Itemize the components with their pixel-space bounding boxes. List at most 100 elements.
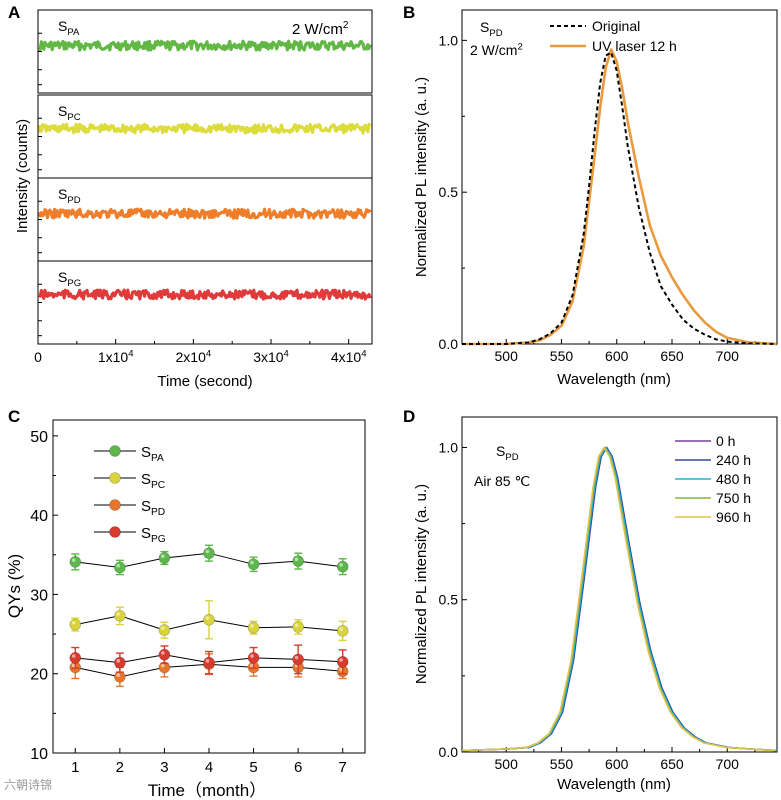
ytick-label: 1.0 — [439, 32, 459, 48]
panel-letter-a: A — [8, 3, 20, 22]
panel-a-label-2-base: S — [58, 103, 67, 119]
panel-a-annotation: 2 W/cm2 — [292, 20, 349, 38]
panel-c-point-highlight — [250, 624, 254, 628]
panel-c-point-highlight — [71, 558, 76, 562]
panel-c-ytick-label: 30 — [30, 587, 48, 604]
panel-c-point — [292, 653, 304, 666]
panel-d-annotation-2: Air 85 ℃ — [474, 473, 530, 489]
panel-c-point-highlight — [161, 554, 165, 558]
panel-c-point — [336, 656, 349, 668]
panel-a-label-4-script: PG — [67, 278, 81, 289]
xtick-label: 600 — [605, 348, 629, 364]
panel-c-point — [247, 652, 260, 664]
panel-b-annotation-2-script: 2 — [517, 42, 522, 53]
panel-letter-d: D — [403, 407, 415, 426]
panel-c-point — [336, 625, 349, 637]
panel-a-x-ticks: 0 1x104 2x104 3x104 4x104 — [34, 339, 367, 365]
panel-a-label-2: SPC — [58, 103, 81, 123]
panel-a-xtick-label-base: 1x10 — [98, 349, 129, 365]
panel-b-annotation-2: 2 W/cm2 — [470, 42, 523, 58]
panel-d: 500 550 600 650 700 0.0 0.5 1.0 0 h 240 h 480 h 75… — [413, 416, 778, 793]
panel-c-point — [114, 561, 126, 574]
panel-c-point-highlight — [161, 651, 165, 655]
panel-a-label-1-script: PA — [67, 27, 80, 38]
panel-c-point — [247, 621, 260, 634]
panel-c-point-highlight — [205, 659, 210, 663]
panel-c-point — [114, 610, 126, 622]
panel-b-line-2 — [462, 48, 778, 346]
panel-a-xtick-label: 3x104 — [253, 349, 289, 365]
panel-c-point-highlight — [339, 563, 343, 567]
panel-a-label-2-script: PC — [67, 112, 80, 123]
xtick-label: 700 — [716, 348, 740, 364]
panel-a-trace-2 — [37, 122, 372, 135]
panel-d-frame — [461, 416, 778, 753]
panel-c-legend-label-base: S — [141, 525, 151, 542]
panel-c-point-highlight — [294, 557, 299, 562]
panel-b-legend-label: UV laser 12 h — [592, 38, 677, 54]
panel-c-x-axis-label: Time（month） — [148, 781, 266, 800]
panel-d-lines — [461, 446, 778, 752]
panel-c-legend-label: SPC — [141, 471, 165, 491]
panel-c-legend-label: SPA — [141, 444, 164, 464]
panel-d-legend-label: 750 h — [716, 490, 751, 506]
panel-c-series-2 — [69, 600, 349, 642]
panel-d-legend: 0 h 240 h 480 h 750 h 960 h — [675, 433, 751, 525]
xtick-label: 600 — [605, 756, 629, 772]
panel-c-point — [203, 656, 215, 669]
panel-c-point-highlight — [71, 663, 76, 668]
panel-c-point-highlight — [339, 658, 343, 662]
panel-a-label-3-script: PD — [67, 195, 80, 206]
panel-c-point — [114, 656, 126, 669]
panel-d-legend-label: 960 h — [716, 509, 751, 525]
panel-a-x-axis-label: Time (second) — [157, 373, 252, 390]
panel-c-series — [69, 544, 349, 688]
panel-c-ytick-label: 50 — [30, 429, 48, 446]
panel-b-legend: Original UV laser 12 h — [550, 18, 677, 54]
panel-a-xtick-label-base: 0 — [34, 349, 42, 365]
panel-c-xtick-label: 6 — [294, 759, 302, 776]
panel-c-axes: 1 2 3 4 5 6 7 10 20 30 40 50 — [30, 429, 347, 776]
panel-c-point-highlight — [116, 612, 121, 616]
panel-c-point — [69, 652, 82, 664]
panel-b-lines — [462, 48, 778, 346]
panel-c-point-highlight — [71, 654, 76, 658]
panel-c-y-axis-label: QYs (%) — [5, 554, 24, 618]
panel-c-legend-label-script: PC — [151, 480, 165, 491]
panel-a-traces — [37, 39, 372, 301]
panel-c-point — [158, 624, 171, 636]
panel-b-y-axis-label: Normalized PL intensity (a. u.) — [413, 77, 430, 277]
panel-c-ytick-label: 40 — [30, 508, 48, 525]
panel-d-x-axis-label: Wavelength (nm) — [557, 776, 671, 793]
xtick-label: 550 — [550, 348, 574, 364]
ytick-label: 0.5 — [439, 184, 459, 200]
panel-c-point-highlight — [339, 627, 343, 631]
ytick-label: 0.0 — [439, 336, 459, 352]
panel-b-annotations: SPD 2 W/cm2 — [470, 19, 523, 58]
xtick-label: 650 — [660, 348, 684, 364]
panel-a-label-1-base: S — [58, 18, 67, 34]
panel-a-xtick-label-script: 4 — [284, 349, 290, 360]
panel-c-point — [203, 547, 215, 560]
panel-a-xtick-label: 0 — [34, 349, 42, 365]
panel-b-annotation-2-base: 2 W/cm — [470, 42, 517, 58]
panel-d-annotation-1: SPD — [496, 443, 519, 463]
panel-d-annotation-1-script: PD — [505, 452, 518, 463]
panel-a-xtick-label: 4x104 — [331, 349, 367, 365]
panel-a-trace-1 — [38, 39, 372, 52]
panel-c-frame — [52, 419, 366, 754]
panel-c-legend-label-script: PD — [151, 507, 165, 518]
panel-d-axes: 500 550 600 650 700 0.0 0.5 1.0 — [439, 439, 756, 772]
panel-c-legend-label-base: S — [141, 498, 151, 515]
panel-a-subframe-4 — [37, 260, 373, 345]
panel-a-label-4: SPG — [58, 269, 81, 289]
panel-c-point — [292, 621, 304, 633]
panel-a-xtick-label-base: 3x10 — [253, 349, 284, 365]
panel-d-legend-label: 0 h — [716, 433, 735, 449]
panel-c-point-highlight — [161, 663, 165, 668]
panel-c-series-4 — [69, 644, 349, 675]
panel-d-annotation-2-base: Air 85 ℃ — [474, 473, 530, 489]
